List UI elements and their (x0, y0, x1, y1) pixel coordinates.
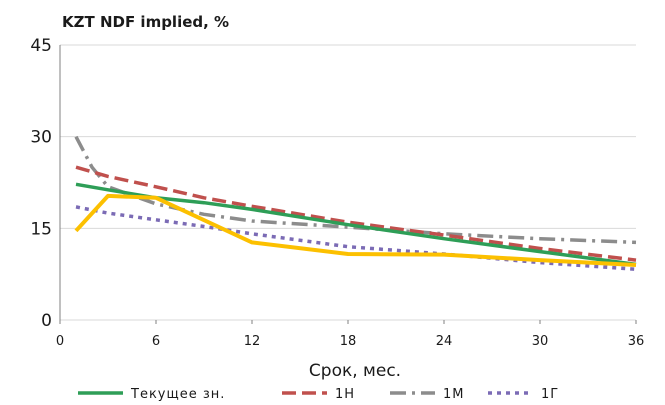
grid (60, 44, 636, 321)
legend-label: 1Г (541, 387, 559, 402)
series-line-2 (74, 135, 637, 245)
legend-label: 1М (443, 387, 465, 402)
x-axis-label: Срок, мес. (309, 361, 401, 381)
y-tick-label: 45 (30, 36, 52, 56)
x-tick-label: 24 (436, 334, 453, 349)
y-tick-label: 0 (41, 311, 52, 331)
series-line-4 (74, 193, 637, 267)
series-line-1 (75, 165, 637, 262)
legend: Текущее зн. 1Н 1М 1Г (78, 387, 559, 402)
legend-label: 1Н (335, 387, 355, 402)
x-tick-label: 12 (244, 334, 261, 349)
y-tick-labels: 0 15 30 45 (30, 36, 52, 331)
x-tick-label: 36 (628, 334, 645, 349)
x-tick-labels: 0 6 12 18 24 30 36 (56, 320, 644, 349)
x-tick-label: 30 (532, 334, 549, 349)
series-layer (74, 135, 637, 272)
x-tick-label: 6 (152, 334, 160, 349)
series-line-0 (75, 182, 637, 267)
x-tick-label: 18 (340, 334, 357, 349)
legend-label: Текущее зн. (130, 387, 225, 402)
x-tick-label: 0 (56, 334, 64, 349)
chart-title: KZT NDF implied, % (62, 13, 229, 31)
y-tick-label: 30 (30, 128, 52, 148)
y-tick-label: 15 (30, 219, 52, 239)
